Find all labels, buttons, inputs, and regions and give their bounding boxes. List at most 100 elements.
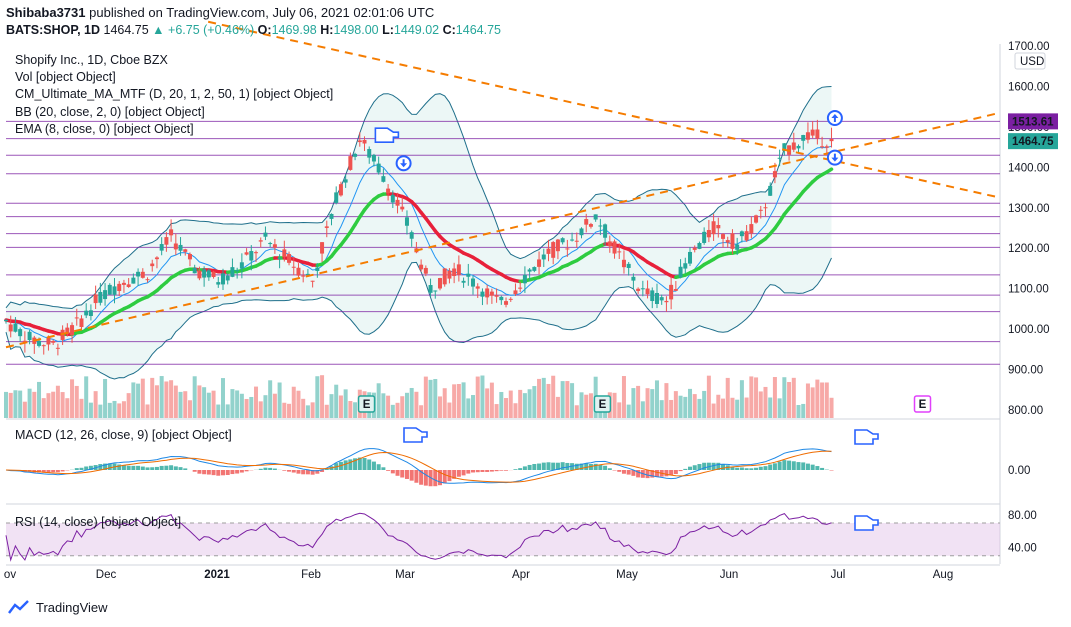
volume-bar bbox=[381, 393, 386, 418]
volume-bar bbox=[518, 389, 523, 418]
volume-bar bbox=[343, 389, 348, 418]
volume-bar bbox=[37, 381, 42, 418]
macd-histogram-bar bbox=[348, 459, 353, 470]
macd-histogram-bar bbox=[456, 470, 461, 477]
macd-histogram-bar bbox=[320, 470, 325, 472]
rsi-tick-label: 40.00 bbox=[1008, 543, 1037, 555]
trend-line bbox=[5, 111, 1001, 349]
volume-bar bbox=[801, 403, 806, 418]
candle-body bbox=[688, 251, 693, 264]
macd-histogram-bar bbox=[353, 458, 358, 470]
candle-body bbox=[518, 287, 523, 289]
macd-histogram-bar bbox=[626, 470, 631, 475]
legend-ema[interactable]: EMA (8, close, 0) [object Object] bbox=[15, 121, 194, 136]
legend-ma-mtf[interactable]: CM_Ultimate_MA_MTF (D, 20, 1, 2, 50, 1) … bbox=[15, 87, 334, 102]
macd-histogram-bar bbox=[527, 464, 532, 470]
candle-body bbox=[117, 283, 122, 292]
volume-bar bbox=[268, 380, 273, 418]
legend-volume[interactable]: Vol [object Object] bbox=[15, 70, 116, 85]
volume-bar bbox=[433, 379, 438, 418]
tradingview-footer[interactable]: TradingView bbox=[8, 599, 108, 615]
candle-body bbox=[74, 317, 79, 319]
macd-histogram-bar bbox=[315, 470, 320, 474]
volume-bar bbox=[187, 400, 192, 418]
candle-body bbox=[390, 194, 395, 203]
macd-histogram-bar bbox=[466, 470, 471, 474]
candle-body bbox=[329, 213, 334, 219]
volume-bar bbox=[588, 393, 593, 418]
legend-series[interactable]: Shopify Inc., 1D, Cboe BZX bbox=[15, 53, 168, 67]
candle-body bbox=[277, 258, 282, 260]
volume-bar bbox=[324, 404, 329, 418]
macd-histogram-bar bbox=[452, 470, 457, 479]
macd-histogram-bar bbox=[480, 470, 485, 472]
macd-histogram-bar bbox=[183, 468, 188, 470]
candle-body bbox=[381, 176, 386, 182]
volume-bar bbox=[796, 405, 801, 418]
candle-body bbox=[654, 292, 659, 304]
volume-bar bbox=[475, 376, 480, 418]
volume-bar bbox=[159, 376, 164, 418]
macd-histogram-bar bbox=[235, 470, 240, 474]
legend-bollinger[interactable]: BB (20, close, 2, 0) [object Object] bbox=[15, 104, 205, 119]
macd-histogram-bar bbox=[749, 468, 754, 470]
candle-body bbox=[749, 224, 754, 234]
last-price: 1464.75 bbox=[103, 23, 149, 37]
macd-histogram-bar bbox=[702, 462, 707, 470]
low-value: 1449.02 bbox=[393, 23, 440, 37]
volume-bar bbox=[692, 394, 697, 418]
volume-bar bbox=[442, 388, 447, 418]
macd-histogram-bar bbox=[598, 464, 603, 470]
currency-label: USD bbox=[1020, 56, 1044, 68]
candle-body bbox=[537, 259, 542, 267]
volume-bar bbox=[541, 377, 546, 418]
volume-bar bbox=[390, 404, 395, 418]
volume-bar bbox=[768, 397, 773, 418]
candle-body bbox=[697, 243, 702, 249]
volume-bar bbox=[93, 391, 98, 418]
candle-body bbox=[263, 232, 268, 237]
rsi-label[interactable]: RSI (14, close) [object Object] bbox=[15, 515, 182, 529]
candle-body bbox=[173, 243, 178, 250]
volume-bar bbox=[126, 393, 131, 418]
volume-bar bbox=[697, 398, 702, 418]
macd-label[interactable]: MACD (12, 26, close, 9) [object Object] bbox=[15, 428, 232, 442]
volume-bar bbox=[334, 384, 339, 418]
macd-histogram-bar bbox=[37, 470, 42, 473]
candle-body bbox=[744, 231, 749, 241]
candle-body bbox=[452, 268, 457, 277]
volume-bar bbox=[173, 385, 178, 418]
volume-bar bbox=[329, 394, 334, 418]
volume-bar bbox=[654, 380, 659, 418]
candle-body bbox=[254, 252, 259, 254]
macd-histogram-bar bbox=[791, 461, 796, 470]
volume-bar bbox=[466, 398, 471, 418]
candle-body bbox=[8, 324, 13, 332]
macd-histogram-bar bbox=[169, 465, 174, 470]
volume-bar bbox=[787, 382, 792, 418]
candle-body bbox=[164, 237, 169, 245]
volume-bar bbox=[508, 390, 513, 418]
macd-histogram-bar bbox=[735, 467, 740, 470]
candle-body bbox=[546, 248, 551, 254]
macd-histogram-bar bbox=[763, 466, 768, 470]
earnings-label: E bbox=[919, 399, 927, 411]
hand-pointer-icon bbox=[854, 429, 879, 445]
candle-body bbox=[362, 139, 367, 144]
candle-body bbox=[187, 253, 192, 260]
candle-body bbox=[136, 271, 141, 277]
volume-bar bbox=[301, 398, 306, 418]
candle-body bbox=[291, 266, 296, 268]
candle-body bbox=[437, 278, 442, 289]
macd-histogram-bar bbox=[301, 470, 306, 475]
macd-histogram-bar bbox=[414, 470, 419, 483]
macd-histogram-bar bbox=[697, 464, 702, 470]
volume-bar bbox=[4, 391, 8, 418]
candle-body bbox=[551, 242, 556, 258]
volume-bar bbox=[178, 391, 183, 418]
candle-body bbox=[570, 239, 575, 241]
author-name[interactable]: Shibaba3731 bbox=[6, 5, 86, 20]
candle-body bbox=[810, 129, 815, 136]
macd-histogram-bar bbox=[636, 470, 641, 478]
